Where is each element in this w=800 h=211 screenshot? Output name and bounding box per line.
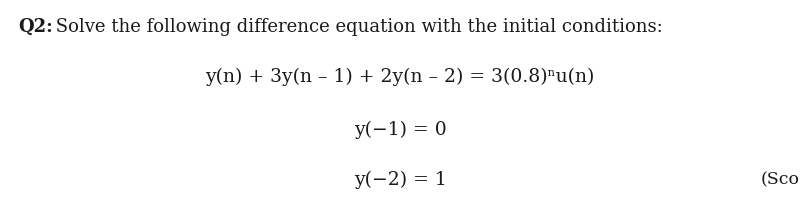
Text: (Sco: (Sco <box>761 171 800 188</box>
Text: Solve the following difference equation with the initial conditions:: Solve the following difference equation … <box>50 18 662 36</box>
Text: y(−2) = 1: y(−2) = 1 <box>354 171 446 189</box>
Text: y(n) + 3y(n – 1) + 2y(n – 2) = 3(0.8)ⁿu(n): y(n) + 3y(n – 1) + 2y(n – 2) = 3(0.8)ⁿu(… <box>206 68 594 86</box>
Text: Q2:: Q2: <box>18 18 53 36</box>
Text: y(−1) = 0: y(−1) = 0 <box>354 121 446 139</box>
